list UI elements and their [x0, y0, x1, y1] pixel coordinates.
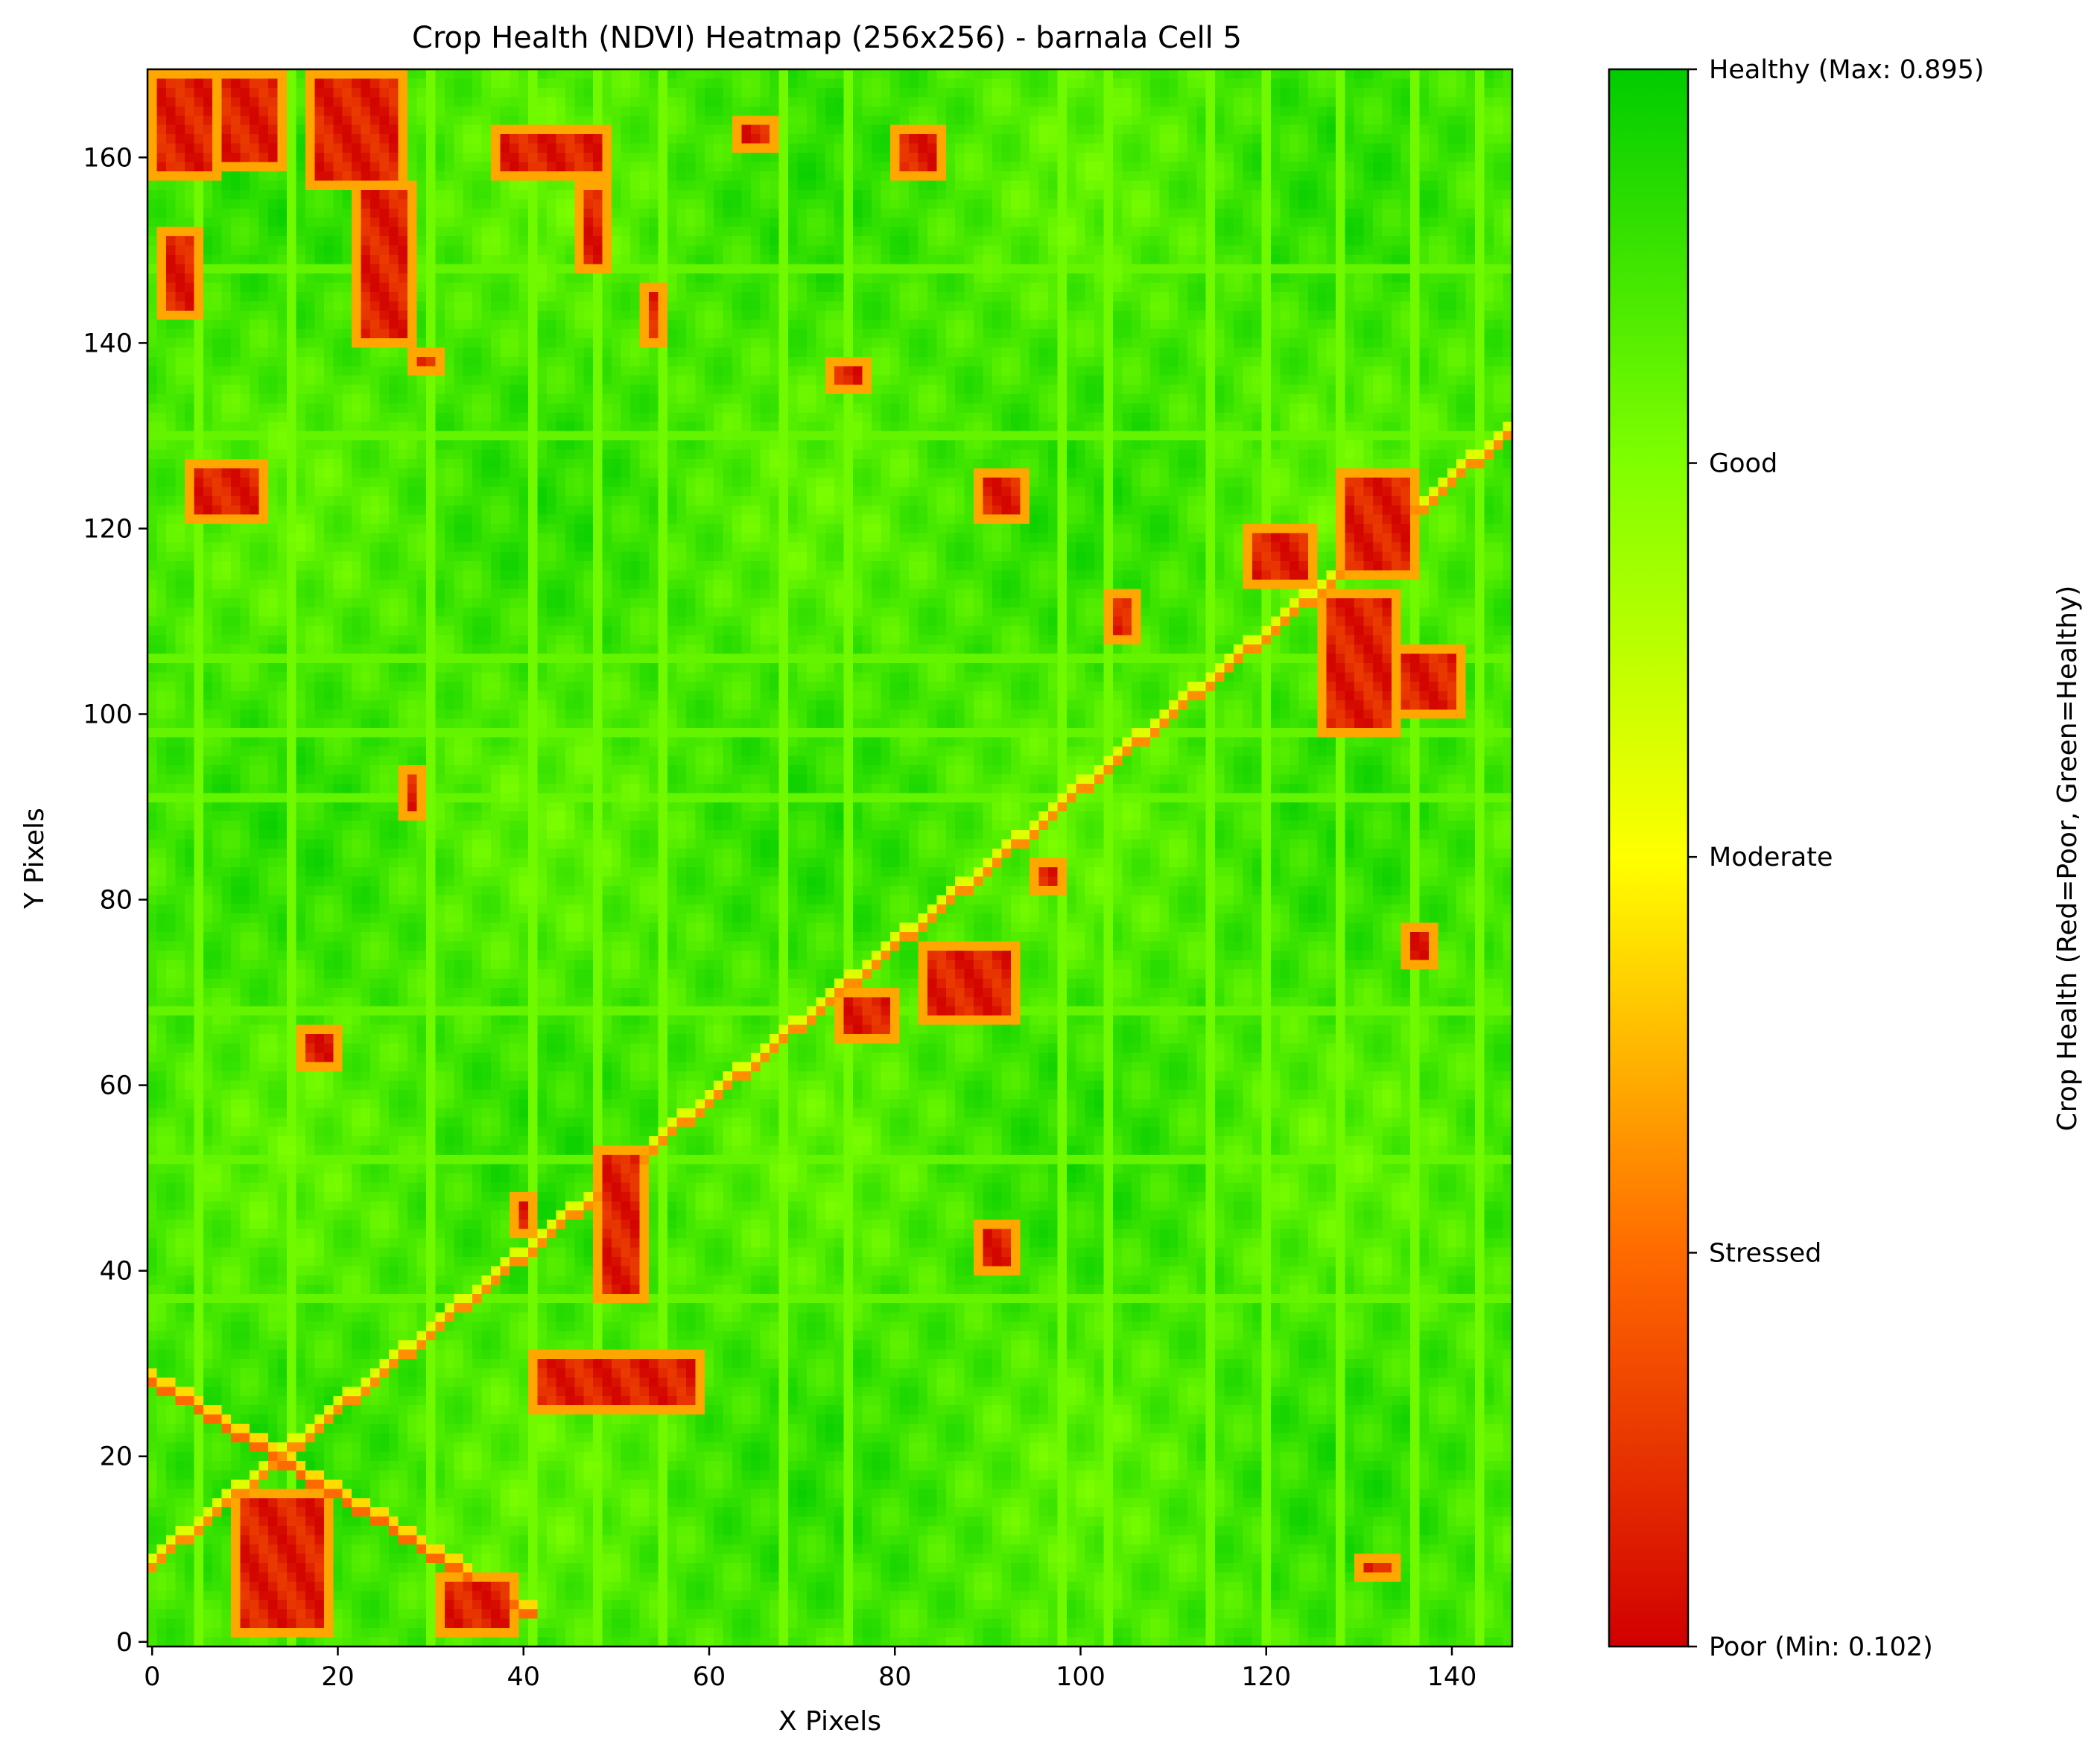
x-tick-label: 0	[144, 1662, 160, 1692]
x-tick-label: 80	[878, 1662, 912, 1692]
y-tick-label: 160	[83, 143, 133, 173]
x-axis-label: X Pixels	[778, 1706, 881, 1737]
y-tick-label: 60	[99, 1071, 133, 1101]
x-tick-label: 20	[321, 1662, 355, 1692]
x-tick-label: 120	[1241, 1662, 1291, 1692]
colorbar-ticks: Poor (Min: 0.102) Stressed Moderate Good Hea…	[1688, 55, 1985, 1662]
colorbar-tick-label: Stressed	[1709, 1238, 1821, 1268]
colorbar-gradient	[1608, 68, 1690, 1648]
colorbar-label: Crop Health (Red=Poor, Green=Healthy)	[2052, 586, 2083, 1132]
colorbar-tick-label: Good	[1709, 449, 1777, 479]
x-tick-label: 40	[507, 1662, 540, 1692]
colorbar-tick-label: Poor (Min: 0.102)	[1709, 1632, 1933, 1662]
y-axis-label: Y Pixels	[19, 808, 50, 909]
x-tick-label: 60	[693, 1662, 726, 1692]
y-tick-label: 100	[83, 700, 133, 729]
y-tick-label: 120	[83, 514, 133, 544]
y-axis-ticks: 0 20 40 60 80 100 120 140 160	[83, 143, 147, 1658]
y-tick-label: 0	[116, 1628, 133, 1658]
y-tick-label: 20	[99, 1442, 133, 1472]
colorbar: Poor (Min: 0.102) Stressed Moderate Good Hea…	[1608, 55, 2083, 1662]
x-tick-label: 140	[1427, 1662, 1477, 1692]
x-axis-ticks: 0 20 40 60 80 100 120 140	[144, 1647, 1476, 1692]
y-tick-label: 80	[99, 886, 133, 916]
heatmap-area	[146, 68, 1514, 1648]
y-tick-label: 40	[99, 1257, 133, 1287]
y-tick-label: 140	[83, 329, 133, 358]
chart-title: Crop Health (NDVI) Heatmap (256x256) - b…	[412, 21, 1242, 55]
colorbar-tick-label: Healthy (Max: 0.895)	[1709, 55, 1985, 85]
heatmap-image	[147, 69, 1512, 1647]
x-tick-label: 100	[1056, 1662, 1105, 1692]
plot-frame	[146, 68, 1514, 1648]
colorbar-tick-label: Moderate	[1709, 843, 1833, 872]
